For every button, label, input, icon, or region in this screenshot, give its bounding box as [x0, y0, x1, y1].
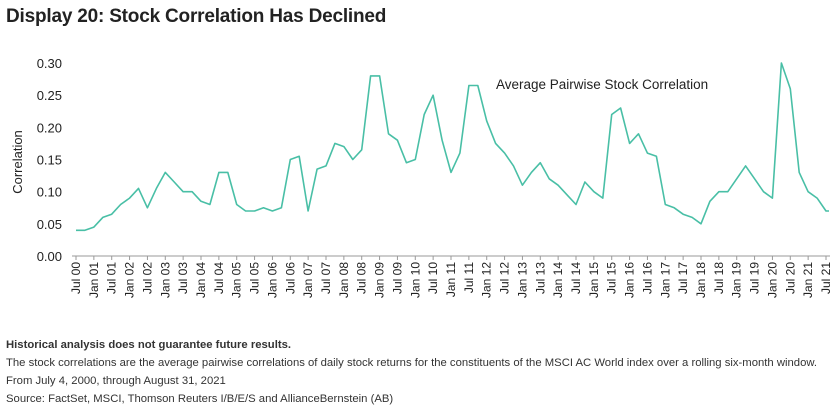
- y-tick-label: 0.10: [37, 185, 62, 200]
- x-tick-label: Jul 21: [819, 262, 833, 294]
- x-tick-label: Jul 15: [605, 262, 619, 294]
- footnotes: Historical analysis does not guarantee f…: [6, 336, 836, 408]
- disclaimer-text: Historical analysis does not guarantee f…: [6, 339, 292, 351]
- y-tick-label: 0.05: [37, 217, 62, 232]
- x-tick-label: Jul 01: [105, 262, 119, 294]
- source-text: Source: FactSet, MSCI, Thomson Reuters I…: [6, 393, 394, 405]
- x-tick-label: Jul 03: [176, 262, 190, 294]
- series-annotation: Average Pairwise Stock Correlation: [496, 77, 708, 92]
- x-tick-label: Jan 13: [515, 262, 529, 298]
- x-tick-label: Jan 01: [87, 262, 101, 298]
- x-tick-label: Jul 08: [355, 262, 369, 294]
- x-tick-label: Jan 09: [373, 262, 387, 298]
- x-tick-label: Jul 14: [569, 262, 583, 294]
- y-tick-label: 0.00: [37, 249, 62, 264]
- x-tick-label: Jul 09: [390, 262, 404, 294]
- x-tick-label: Jul 02: [140, 262, 154, 294]
- period-text: From July 4, 2000, through August 31, 20…: [6, 375, 226, 387]
- x-tick-label: Jan 11: [444, 262, 458, 297]
- x-tick-label: Jul 12: [498, 262, 512, 294]
- y-tick-label: 0.30: [37, 56, 62, 71]
- description-text: The stock correlations are the average p…: [6, 357, 818, 369]
- x-tick-label: Jan 05: [230, 262, 244, 298]
- chart-title: Display 20: Stock Correlation Has Declin…: [6, 6, 387, 27]
- x-tick-label: Jul 07: [319, 262, 333, 294]
- x-tick-label: Jul 19: [748, 262, 762, 294]
- x-tick-label: Jul 17: [676, 262, 690, 294]
- x-tick-label: Jan 08: [337, 262, 351, 298]
- x-tick-label: Jan 04: [194, 262, 208, 298]
- x-tick-label: Jan 16: [623, 262, 637, 298]
- x-tick-label: Jan 12: [480, 262, 494, 298]
- x-tick-label: Jul 06: [283, 262, 297, 294]
- y-tick-label: 0.20: [37, 120, 62, 135]
- x-tick-label: Jan 15: [587, 262, 601, 298]
- x-tick-label: Jan 03: [158, 262, 172, 298]
- x-tick-label: Jan 10: [408, 262, 422, 298]
- x-tick-label: Jul 10: [426, 262, 440, 294]
- x-tick-label: Jul 00: [69, 262, 83, 294]
- correlation-series-line: [76, 62, 829, 232]
- x-tick-label: Jan 07: [301, 262, 315, 298]
- x-tick-label: Jan 19: [730, 262, 744, 298]
- x-tick-label: Jan 20: [765, 262, 779, 298]
- y-tick-label: 0.25: [37, 88, 62, 103]
- y-axis-label: Correlation: [10, 130, 25, 194]
- x-tick-label: Jan 06: [265, 262, 279, 298]
- x-tick-label: Jul 04: [212, 262, 226, 294]
- x-tick-label: Jul 13: [533, 262, 547, 294]
- x-tick-label: Jul 11: [462, 262, 476, 293]
- y-axis: 0.00 0.05 0.10 0.15 0.20 0.25 0.30: [37, 56, 62, 264]
- x-tick-label: Jul 18: [712, 262, 726, 294]
- x-tick-label: Jan 02: [123, 262, 137, 298]
- x-tick-label: Jul 05: [248, 262, 262, 294]
- x-tick-label: Jan 17: [658, 262, 672, 298]
- x-tick-label: Jan 21: [801, 262, 815, 298]
- line-chart: 0.00 0.05 0.10 0.15 0.20 0.25 0.30 Jul 00 Jan 0…: [10, 56, 833, 298]
- x-axis: Jul 00 Jan 01 Jul 01 Jan 02 Jul 02 Jan 03 Jul …: [69, 256, 833, 298]
- x-tick-label: Jul 16: [640, 262, 654, 294]
- x-tick-label: Jul 20: [783, 262, 797, 294]
- y-tick-label: 0.15: [37, 153, 62, 168]
- x-tick-label: Jan 14: [551, 262, 565, 298]
- x-tick-label: Jan 18: [694, 262, 708, 298]
